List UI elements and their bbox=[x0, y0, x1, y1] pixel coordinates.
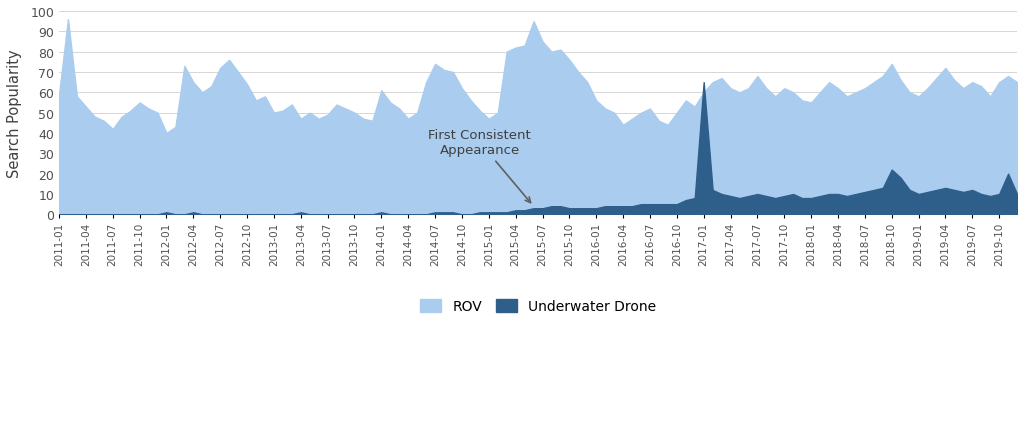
Text: First Consistent
Appearance: First Consistent Appearance bbox=[428, 129, 531, 203]
Y-axis label: Search Popularity: Search Popularity bbox=[7, 49, 22, 178]
Legend: ROV, Underwater Drone: ROV, Underwater Drone bbox=[420, 299, 655, 313]
